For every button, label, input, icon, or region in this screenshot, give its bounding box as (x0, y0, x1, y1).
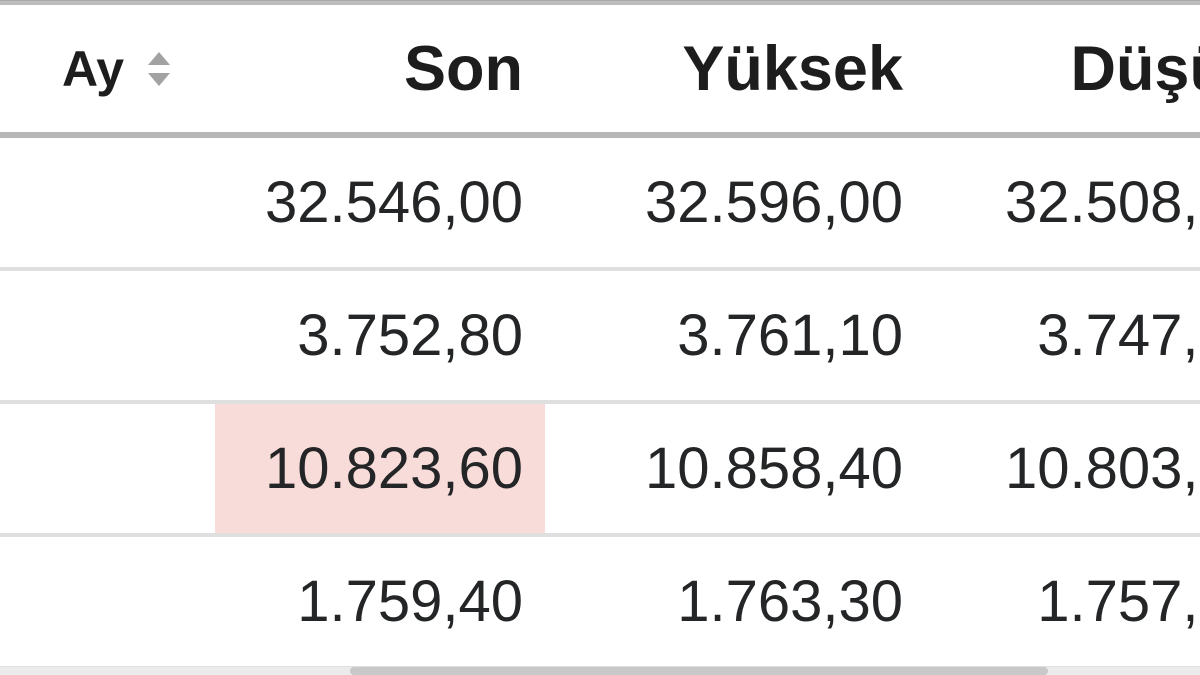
cell-yuksek: 32.596,00 (545, 135, 925, 271)
market-data-table: Ay Son Yüksek Düşük 32.546,00 (0, 5, 1200, 668)
column-header-dusuk[interactable]: Düşük (925, 5, 1200, 138)
column-header-dusuk-label: Düşük (1070, 33, 1200, 104)
table-row: 32.546,00 32.596,00 32.508,00 (0, 135, 1200, 271)
column-header-son[interactable]: Son (215, 5, 545, 138)
column-header-ay-label: Ay (62, 40, 125, 97)
cell-ay (0, 535, 215, 668)
cell-ay (0, 402, 215, 537)
cell-son-highlighted: 10.823,60 (215, 402, 545, 537)
horizontal-scrollbar[interactable] (0, 667, 1200, 675)
header-row: Ay Son Yüksek Düşük (0, 5, 1200, 138)
column-header-yuksek[interactable]: Yüksek (545, 5, 925, 138)
cell-dusuk: 1.757,30 (925, 535, 1200, 668)
column-header-son-label: Son (404, 33, 523, 104)
sort-ascending-icon (148, 52, 171, 66)
cell-son: 1.759,40 (215, 535, 545, 668)
sort-descending-icon (148, 73, 171, 87)
table-row: 1.759,40 1.763,30 1.757,30 (0, 535, 1200, 668)
cell-son: 3.752,80 (215, 269, 545, 404)
column-header-ay[interactable]: Ay (0, 5, 215, 138)
cell-son: 32.546,00 (215, 135, 545, 271)
cell-yuksek: 3.761,10 (545, 269, 925, 404)
cell-dusuk: 10.803,60 (925, 402, 1200, 537)
cell-ay (0, 135, 215, 271)
column-header-yuksek-label: Yüksek (682, 33, 903, 104)
cell-yuksek: 1.763,30 (545, 535, 925, 668)
scrollbar-thumb[interactable] (350, 667, 1048, 675)
cell-ay (0, 269, 215, 404)
table-viewport: Ay Son Yüksek Düşük 32.546,00 (0, 5, 1200, 668)
table-row: 3.752,80 3.761,10 3.747,10 (0, 269, 1200, 404)
sort-icon[interactable] (148, 52, 171, 87)
cell-dusuk: 32.508,00 (925, 135, 1200, 271)
top-border (0, 0, 1200, 5)
table-row: 10.823,60 10.858,40 10.803,60 (0, 402, 1200, 537)
cell-yuksek: 10.858,40 (545, 402, 925, 537)
cell-dusuk: 3.747,10 (925, 269, 1200, 404)
